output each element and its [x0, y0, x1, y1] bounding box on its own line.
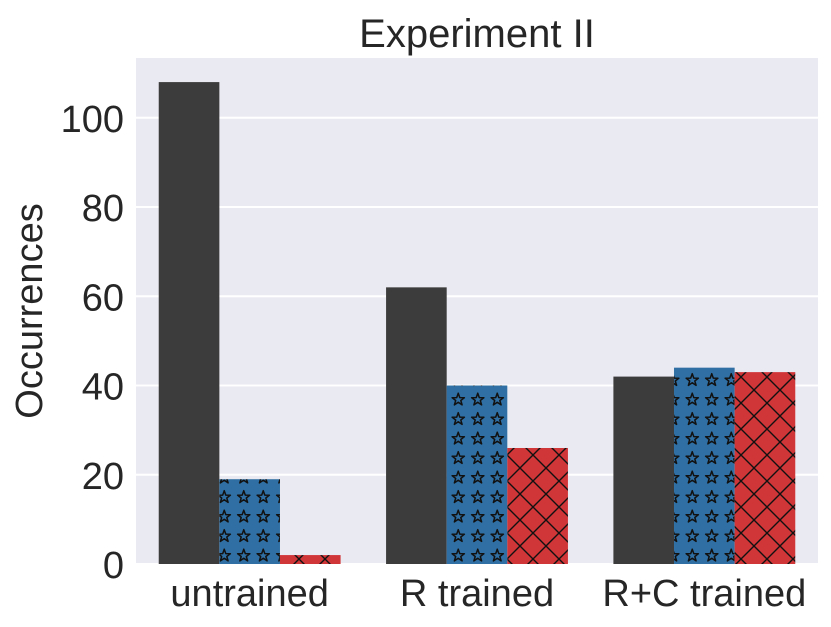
bar-r-c-trained-series-1	[613, 376, 675, 564]
bar-r-c-trained-series-3	[734, 372, 796, 564]
y-tick-labels: 0 20 40 60 80 100	[61, 99, 124, 587]
y-tick-label: 20	[82, 456, 124, 498]
x-tick-label: R trained	[400, 573, 554, 615]
y-tick-label: 100	[61, 99, 124, 141]
bar-r-trained-series-2	[446, 385, 508, 564]
y-tick-label: 60	[82, 277, 124, 319]
bar-untrained-series-3	[279, 555, 341, 564]
x-tick-label: R+C trained	[602, 573, 806, 615]
y-tick-label: 40	[82, 367, 124, 409]
x-tick-label: untrained	[170, 573, 328, 615]
bar-r-trained-series-3	[507, 447, 568, 564]
bar-untrained-series-1	[158, 82, 220, 564]
y-tick-label: 80	[82, 188, 124, 230]
chart-title: Experiment II	[359, 12, 595, 56]
bar-r-trained-series-1	[386, 287, 447, 564]
y-axis-label: Occurrences	[9, 203, 51, 418]
bar-r-c-trained-series-2	[674, 367, 735, 564]
x-tick-labels: untrained R trained R+C trained	[170, 573, 806, 615]
y-tick-label: 0	[103, 545, 124, 587]
bar-untrained-series-2	[219, 479, 280, 564]
bars	[158, 82, 796, 564]
